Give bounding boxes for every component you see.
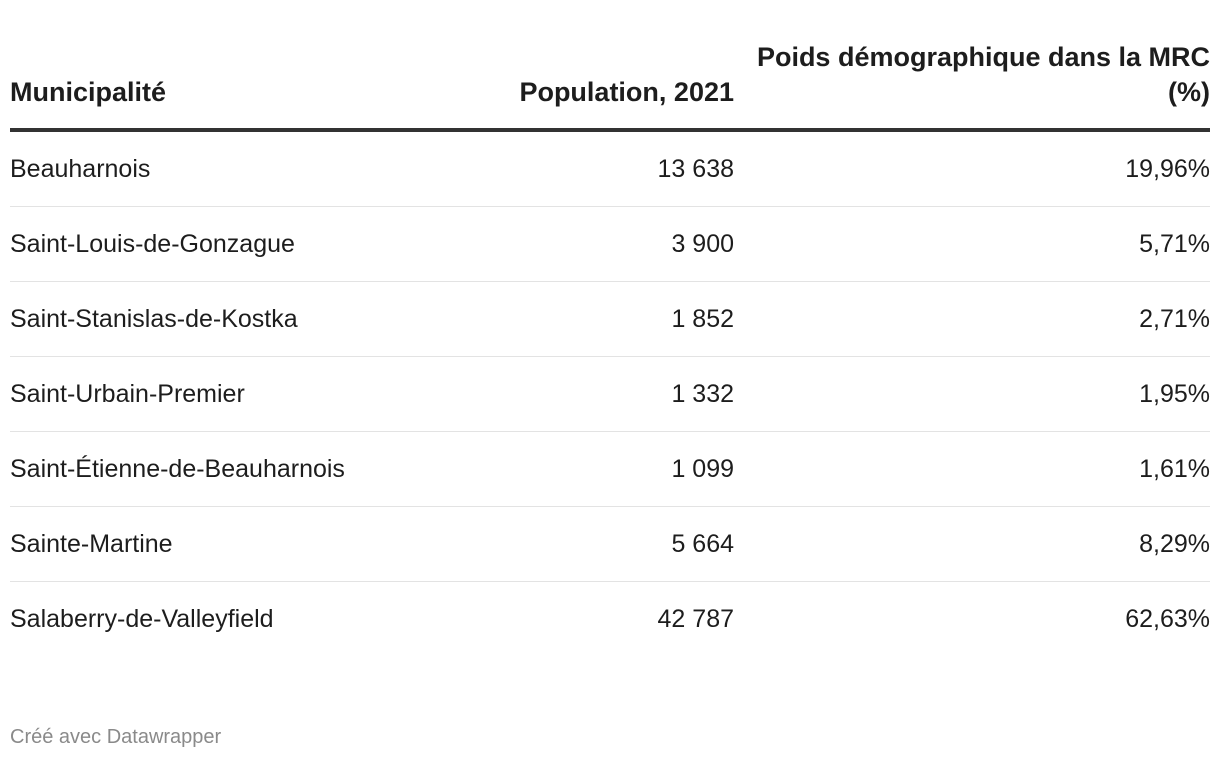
cell-poids: 19,96% [734,130,1210,207]
column-header-poids[interactable]: Poids démographique dans la MRC (%) [734,40,1210,132]
table-row: Saint-Urbain-Premier 1 332 1,95% [10,356,1210,432]
table-row: Sainte-Martine 5 664 8,29% [10,506,1210,582]
cell-poids: 1,61% [734,431,1210,507]
cell-population: 1 332 [430,356,734,432]
cell-municipalite: Saint-Louis-de-Gonzague [10,206,430,282]
table-header: Municipalité Population, 2021 Poids démo… [10,40,1210,132]
cell-population: 1 099 [430,431,734,507]
table-row: Saint-Louis-de-Gonzague 3 900 5,71% [10,206,1210,282]
table-row: Salaberry-de-Valleyfield 42 787 62,63% [10,582,1210,657]
cell-poids: 5,71% [734,206,1210,282]
data-table-container: Municipalité Population, 2021 Poids démo… [10,40,1210,656]
table-body: Beauharnois 13 638 19,96% Saint-Louis-de… [10,130,1210,656]
table-row: Beauharnois 13 638 19,96% [10,130,1210,207]
cell-population: 1 852 [430,281,734,357]
population-table: Municipalité Population, 2021 Poids démo… [10,40,1210,656]
cell-population: 5 664 [430,506,734,582]
cell-poids: 2,71% [734,281,1210,357]
cell-poids: 1,95% [734,356,1210,432]
footer-credit[interactable]: Créé avec Datawrapper [10,726,222,748]
cell-population: 13 638 [430,130,734,207]
cell-municipalite: Sainte-Martine [10,506,430,582]
cell-municipalite: Saint-Stanislas-de-Kostka [10,281,430,357]
cell-population: 3 900 [430,206,734,282]
table-row: Saint-Stanislas-de-Kostka 1 852 2,71% [10,281,1210,357]
cell-municipalite: Salaberry-de-Valleyfield [10,605,274,633]
cell-municipalite: Saint-Étienne-de-Beauharnois [10,431,430,507]
cell-municipalite: Saint-Urbain-Premier [10,356,430,432]
header-row: Municipalité Population, 2021 Poids démo… [10,40,1210,132]
cell-municipalite: Beauharnois [10,130,430,207]
cell-poids: 62,63% [1125,605,1210,633]
column-header-population[interactable]: Population, 2021 [430,40,734,132]
cell-poids: 8,29% [734,506,1210,582]
cell-population: 42 787 [657,605,734,633]
column-header-municipalite[interactable]: Municipalité [10,40,430,132]
table-row: Saint-Étienne-de-Beauharnois 1 099 1,61% [10,431,1210,507]
